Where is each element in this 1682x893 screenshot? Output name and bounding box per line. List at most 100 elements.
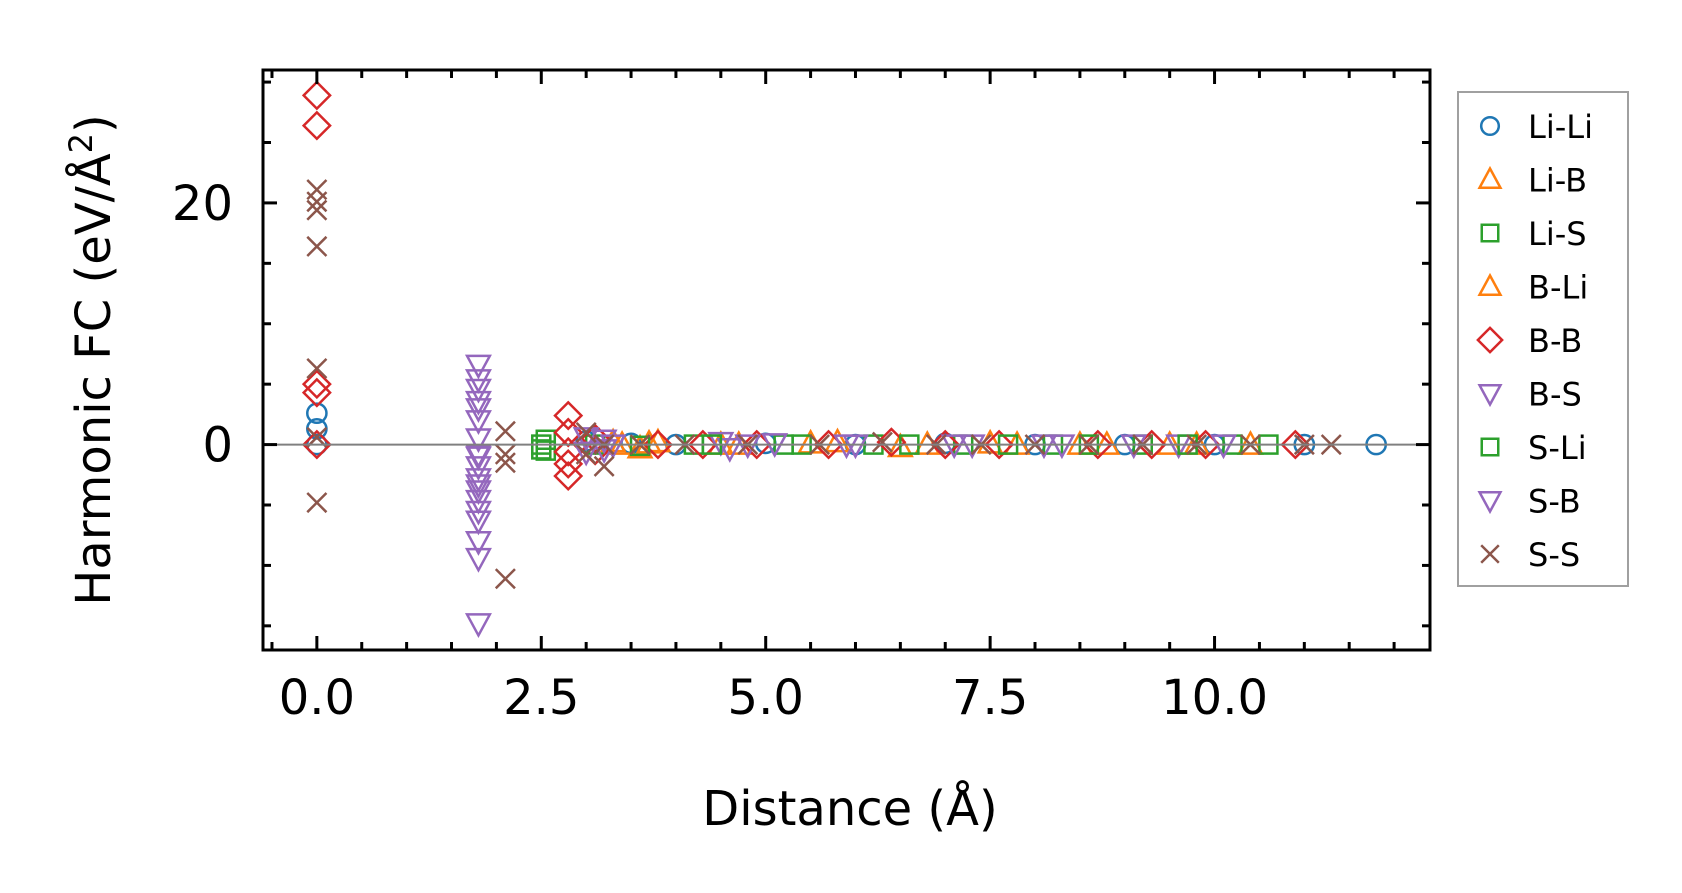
point-li-b-9 — [1236, 429, 1264, 455]
point-b-b-1 — [301, 110, 332, 141]
point-b-s-0 — [464, 354, 492, 380]
legend-entry-li-li: Li-Li — [1479, 108, 1593, 146]
legend-label: Li-S — [1528, 215, 1587, 253]
legend-entry-s-b: S-B — [1477, 483, 1581, 521]
series-b-b — [301, 80, 1311, 491]
legend-entry-li-b: Li-B — [1477, 162, 1587, 200]
x-axis-label: Distance (Å) — [702, 780, 997, 837]
point-b-s-3 — [464, 410, 492, 436]
point-b-b-0 — [301, 80, 332, 111]
y-axis-label-close: ) — [66, 114, 122, 133]
point-s-b-3 — [464, 474, 492, 500]
y-axis-label-superscript: 2 — [62, 133, 100, 153]
series-b-s — [464, 354, 1193, 639]
legend-entries: Li-Li Li-B Li-S B-Li B-B B-S S-Li S-B S-S — [1476, 108, 1593, 574]
x-tick-label: 2.5 — [503, 670, 579, 726]
ticks-layer — [263, 70, 1430, 650]
point-b-s-11 — [464, 531, 492, 556]
point-li-li-0 — [306, 402, 328, 425]
legend-label: S-Li — [1528, 429, 1587, 467]
point-b-s-13 — [464, 613, 492, 639]
point-s-s-10 — [494, 568, 516, 590]
x-tick-label: 10.0 — [1161, 670, 1268, 726]
point-s-b-7 — [734, 434, 762, 460]
y-tick-label: 20 — [172, 176, 233, 232]
x-tick-label: 7.5 — [952, 670, 1028, 726]
markers-layer — [301, 80, 1387, 639]
legend-label: Li-Li — [1528, 108, 1593, 146]
legend-label: B-B — [1528, 322, 1582, 360]
point-b-li-3 — [824, 427, 852, 453]
legend-entry-s-s: S-S — [1480, 536, 1580, 574]
point-b-b-18 — [984, 429, 1015, 460]
point-s-b-4 — [464, 500, 492, 526]
point-b-li-6 — [1093, 429, 1121, 455]
point-b-b-4 — [301, 429, 332, 460]
point-s-li-2 — [629, 435, 651, 457]
y-tick-label: 0 — [202, 418, 233, 474]
legend-entry-b-s: B-S — [1477, 376, 1582, 414]
x-tick-label: 5.0 — [728, 670, 804, 726]
point-s-s-7 — [494, 420, 516, 442]
point-s-s-9 — [494, 452, 516, 474]
point-b-s-22 — [1048, 434, 1076, 460]
point-s-b-0 — [464, 369, 492, 394]
point-s-b-1 — [464, 398, 492, 423]
legend-marker-s-li — [1480, 437, 1500, 457]
point-b-b-8 — [553, 448, 584, 479]
legend-entry-b-li: B-Li — [1477, 269, 1588, 307]
y-axis-label-main: Harmonic FC (eV/Å — [65, 153, 122, 606]
point-b-s-4 — [464, 428, 492, 454]
legend-marker-li-li — [1479, 115, 1501, 137]
legend-label: S-B — [1528, 483, 1581, 521]
point-s-s-6 — [306, 492, 328, 514]
series-s-s — [306, 179, 1342, 590]
legend-entry-b-b: B-B — [1476, 322, 1582, 360]
point-b-s-12 — [464, 547, 492, 573]
point-s-li-1 — [531, 439, 552, 460]
point-s-s-1 — [306, 191, 328, 213]
point-s-s-2 — [306, 199, 328, 221]
point-b-s-1 — [464, 378, 492, 404]
point-b-s-10 — [464, 510, 492, 536]
point-b-b-9 — [553, 461, 584, 491]
point-b-b-19 — [1082, 429, 1113, 460]
plot-frame — [261, 68, 1432, 652]
point-s-s-11 — [575, 422, 597, 443]
point-b-s-6 — [464, 456, 492, 481]
point-b-li-0 — [608, 429, 636, 455]
x-tick-label: 0.0 — [279, 670, 355, 726]
legend: Li-Li Li-B Li-S B-Li B-B B-S S-Li S-B S-S — [1457, 91, 1629, 587]
legend-marker-li-b — [1477, 165, 1503, 189]
point-b-b-2 — [301, 369, 332, 400]
point-b-b-3 — [301, 377, 332, 408]
point-b-s-15 — [572, 441, 600, 467]
point-s-b-9 — [940, 434, 968, 460]
legend-label: B-S — [1528, 376, 1582, 414]
point-s-s-19 — [871, 431, 893, 453]
point-s-b-12 — [1210, 434, 1238, 460]
legend-marker-b-li — [1477, 272, 1503, 296]
legend-entry-s-li: S-Li — [1480, 429, 1587, 467]
point-s-b-8 — [832, 434, 861, 460]
legend-marker-b-b — [1476, 326, 1504, 354]
point-b-b-13 — [687, 429, 718, 460]
point-s-b-2 — [464, 446, 492, 472]
legend-label: Li-B — [1528, 162, 1587, 200]
point-s-s-3 — [306, 235, 328, 257]
legend-label: S-S — [1528, 536, 1580, 574]
point-s-s-12 — [575, 443, 597, 465]
legend-marker-s-b — [1477, 491, 1503, 515]
y-axis-label: Harmonic FC (eV/Å2) — [62, 114, 122, 606]
legend-marker-b-s — [1477, 384, 1503, 408]
tick-labels-layer: 0.0 2.5 5.0 7.5 10.0 0 20 — [172, 176, 1268, 726]
legend-marker-li-s — [1480, 223, 1500, 243]
point-b-b-22 — [1280, 429, 1311, 460]
legend-entry-li-s: Li-S — [1480, 215, 1587, 253]
legend-label: B-Li — [1528, 269, 1588, 307]
point-s-s-14 — [593, 455, 615, 477]
legend-marker-s-s — [1480, 544, 1500, 564]
point-s-s-8 — [494, 443, 516, 465]
series-s-b — [464, 369, 1238, 526]
point-b-s-18 — [716, 437, 744, 463]
